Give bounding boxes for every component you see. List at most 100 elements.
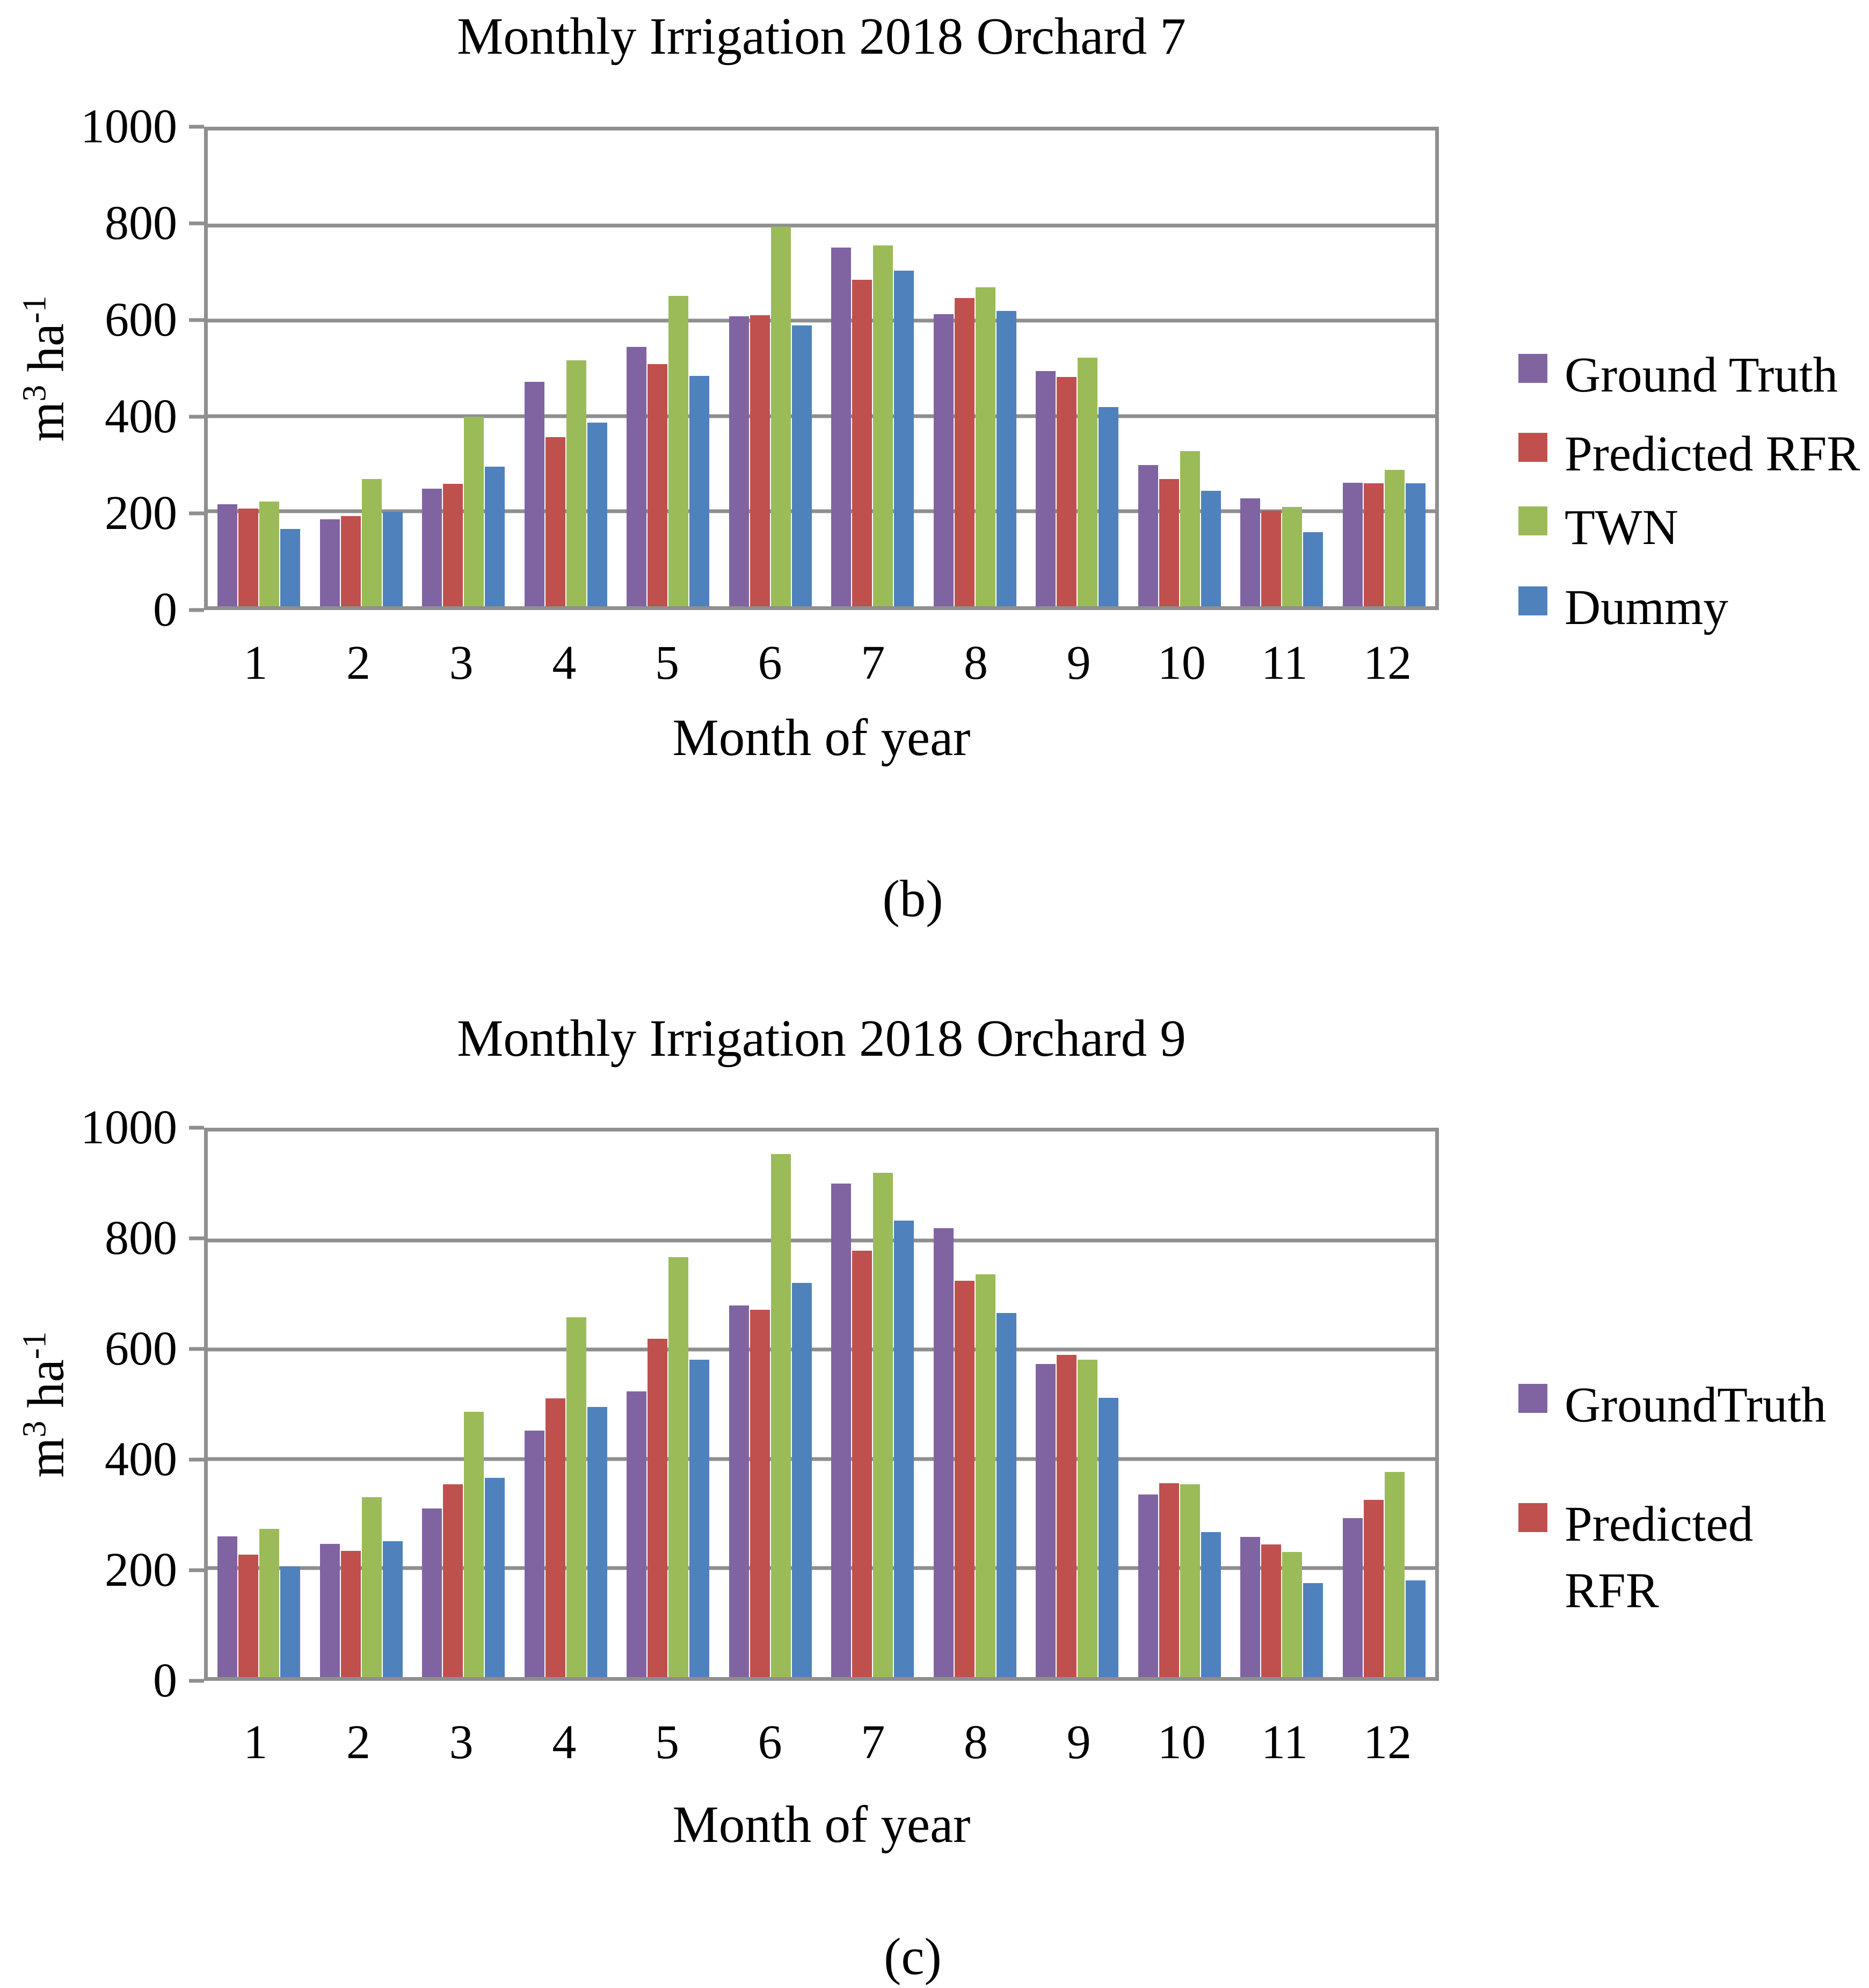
x-tick-label-4: 4 — [552, 636, 577, 690]
x-tick-label-2: 2 — [346, 1716, 370, 1769]
bar-group-month-10 — [1129, 1131, 1231, 1677]
bar-groundtruth-month-4 — [524, 1430, 544, 1677]
chart-b-x-axis-title: Month of year — [672, 709, 971, 766]
bar-group-month-2 — [310, 130, 413, 606]
legend-swatch-icon — [1518, 586, 1547, 615]
x-tick-label-5: 5 — [654, 636, 679, 690]
bar-twn-month-4 — [566, 360, 586, 606]
bar-twn-month-9 — [1078, 357, 1098, 606]
y-tick-mark-800 — [189, 221, 204, 226]
y-tick-label-0: 0 — [153, 583, 177, 636]
bar-predicted-rfr-month-7 — [852, 1250, 872, 1677]
bar-unlabeled-green-month-8 — [975, 1274, 995, 1677]
gridline-800 — [208, 223, 1435, 228]
bar-predicted-rfr-month-3 — [443, 484, 463, 606]
x-tick-label-1: 1 — [243, 636, 268, 690]
x-tick-label-8: 8 — [963, 636, 988, 690]
bar-ground-truth-month-10 — [1138, 465, 1158, 606]
bar-twn-month-1 — [259, 502, 280, 606]
bar-ground-truth-month-2 — [319, 519, 340, 606]
x-tick-label-2: 2 — [346, 636, 370, 690]
bar-unlabeled-green-month-1 — [259, 1528, 280, 1677]
bar-ground-truth-month-8 — [933, 314, 954, 606]
bar-unlabeled-green-month-5 — [668, 1257, 689, 1677]
y-tick-label-0: 0 — [153, 1654, 177, 1707]
bar-unlabeled-blue-month-4 — [587, 1407, 607, 1677]
bar-group-month-6 — [719, 1131, 822, 1677]
x-tick-label-1: 1 — [243, 1716, 268, 1769]
bar-twn-month-10 — [1180, 451, 1200, 606]
y-tick-label-400: 400 — [105, 1433, 177, 1486]
y-tick-mark-600 — [189, 1347, 204, 1351]
bar-predicted-rfr-month-9 — [1057, 376, 1077, 606]
bar-group-month-4 — [515, 1131, 617, 1677]
y-tick-label-200: 200 — [105, 1543, 177, 1597]
legend-item-dummy: Dummy — [1518, 575, 1728, 641]
bar-dummy-month-2 — [382, 511, 403, 606]
bar-group-month-2 — [310, 1131, 413, 1677]
bar-ground-truth-month-6 — [729, 316, 749, 606]
y-tick-label-1000: 1000 — [81, 100, 177, 153]
bar-unlabeled-blue-month-2 — [382, 1541, 403, 1677]
bar-twn-month-12 — [1384, 469, 1405, 606]
bar-groundtruth-month-8 — [933, 1228, 954, 1677]
bar-unlabeled-blue-month-6 — [791, 1283, 812, 1677]
x-tick-label-11: 11 — [1261, 1716, 1308, 1769]
bar-unlabeled-blue-month-10 — [1201, 1532, 1221, 1677]
caption-b: (b) — [882, 870, 943, 927]
x-tick-label-10: 10 — [1157, 1716, 1206, 1769]
bar-predicted-rfr-month-1 — [238, 1555, 259, 1677]
x-tick-label-3: 3 — [449, 636, 474, 690]
x-tick-label-7: 7 — [861, 636, 885, 690]
bar-unlabeled-green-month-9 — [1078, 1359, 1098, 1677]
bar-dummy-month-12 — [1405, 483, 1426, 606]
bar-groundtruth-month-3 — [422, 1508, 442, 1677]
bar-group-month-10 — [1129, 130, 1231, 606]
x-tick-label-9: 9 — [1066, 1716, 1091, 1769]
bar-group-month-8 — [924, 1131, 1027, 1677]
x-tick-label-12: 12 — [1363, 1716, 1412, 1769]
y-tick-mark-200 — [189, 1568, 204, 1572]
legend-item-predicted-rfr: Predicted RFR — [1518, 421, 1860, 488]
gridline-600 — [208, 318, 1435, 323]
bar-twn-month-3 — [464, 417, 484, 606]
bar-predicted-rfr-month-2 — [340, 1551, 361, 1677]
gridline-400 — [208, 414, 1435, 418]
gridline-200 — [208, 1566, 1435, 1570]
bar-unlabeled-green-month-11 — [1282, 1552, 1303, 1677]
y-tick-label-400: 400 — [105, 390, 177, 443]
bar-dummy-month-8 — [996, 310, 1016, 606]
bar-unlabeled-green-month-6 — [770, 1153, 791, 1677]
y-tick-label-200: 200 — [105, 487, 177, 540]
gridline-400 — [208, 1457, 1435, 1461]
y-tick-label-800: 800 — [105, 197, 177, 250]
bar-predicted-rfr-month-6 — [750, 315, 770, 606]
y-tick-mark-0 — [189, 1679, 204, 1683]
bar-predicted-rfr-month-12 — [1363, 1499, 1384, 1677]
caption-c: (c) — [884, 1928, 942, 1985]
bar-groundtruth-month-6 — [729, 1305, 749, 1677]
y-tick-label-1000: 1000 — [81, 1101, 177, 1154]
bar-group-month-9 — [1026, 130, 1129, 606]
legend-item-ground-truth: Ground Truth — [1518, 342, 1838, 409]
bar-predicted-rfr-month-1 — [238, 509, 259, 606]
bar-groundtruth-month-1 — [217, 1536, 238, 1677]
bar-group-month-7 — [821, 1131, 924, 1677]
bar-group-month-9 — [1026, 1131, 1129, 1677]
bar-dummy-month-7 — [894, 271, 914, 606]
bar-ground-truth-month-5 — [627, 347, 647, 606]
legend-label: Predicted RFR — [1565, 426, 1860, 482]
chart-b-plot-area — [204, 127, 1439, 610]
legend-label: TWN — [1565, 500, 1678, 555]
bar-ground-truth-month-12 — [1342, 482, 1363, 606]
bar-unlabeled-blue-month-8 — [996, 1313, 1016, 1677]
bar-twn-month-11 — [1282, 506, 1303, 606]
bar-unlabeled-green-month-3 — [464, 1412, 484, 1677]
bar-groundtruth-month-9 — [1036, 1363, 1056, 1677]
y-tick-mark-400 — [189, 1457, 204, 1462]
bar-groundtruth-month-11 — [1240, 1536, 1261, 1677]
bar-group-month-1 — [208, 1131, 310, 1677]
chart-b-y-tick-labels: 1000 800 600 400 200 0 — [32, 103, 177, 634]
bar-unlabeled-blue-month-11 — [1303, 1583, 1323, 1677]
chart-c-plot-area — [204, 1128, 1439, 1681]
